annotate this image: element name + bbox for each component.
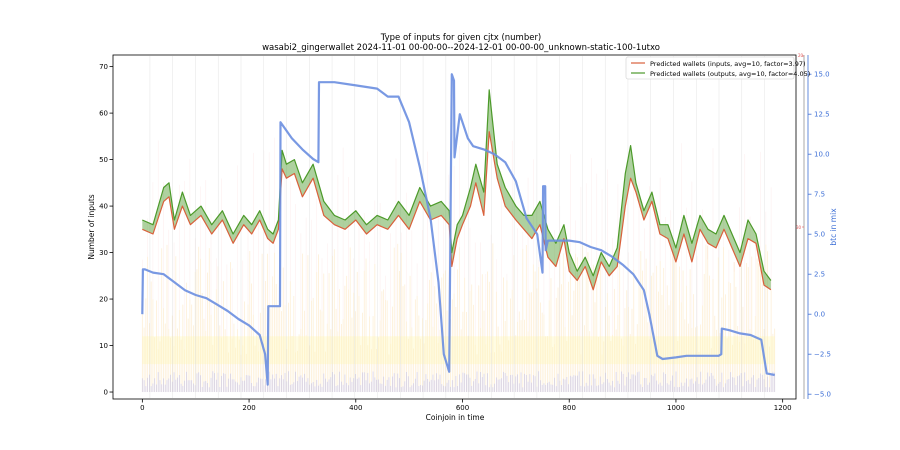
legend-box (625, 56, 795, 80)
third-axis-marker-label: 30 (796, 225, 802, 230)
legend: Predicted wallets (inputs, avg=10, facto… (625, 56, 810, 80)
background-texture (141, 137, 776, 393)
y2-tick-label: 15.0 (814, 71, 830, 79)
y-tick-label: 40 (99, 203, 108, 211)
y-tick-label: 70 (99, 63, 108, 71)
x-tick-label: 1200 (774, 404, 792, 412)
series-layer (141, 73, 775, 386)
series-line-outputs (142, 89, 772, 281)
x-axis-label: Coinjoin in time (426, 413, 485, 422)
series-line-inputs (142, 131, 772, 291)
x-tick-label: 600 (456, 404, 469, 412)
y2-tick-label: 10.0 (814, 151, 830, 159)
x-tick-label: 400 (349, 404, 362, 412)
third-axis-marker-label: 20 (798, 53, 804, 58)
legend-label-outputs: Predicted wallets (outputs, avg=10, fact… (650, 70, 810, 78)
y2-tick-label: 0.0 (814, 311, 825, 319)
y-axis-label: Number of inputs (87, 194, 96, 259)
y-tick-label: 20 (99, 296, 108, 304)
y-tick-label: 30 (99, 249, 108, 257)
y2-tick-label: −2.5 (814, 351, 831, 359)
y-tick-label: 0 (104, 389, 108, 397)
x-tick-label: 0 (140, 404, 144, 412)
y-tick-label: 60 (99, 110, 108, 118)
series-line-btc-in-mix (141, 73, 775, 386)
y2-tick-label: 5.0 (814, 231, 825, 239)
texture-band (142, 336, 775, 365)
x-tick-label: 200 (242, 404, 255, 412)
y2-tick-label: −5.0 (814, 391, 831, 399)
chart-subtitle: wasabi2_gingerwallet 2024-11-01 00-00-00… (262, 43, 660, 53)
y2-axis-label: btc in mix (829, 208, 838, 246)
legend-label-inputs: Predicted wallets (inputs, avg=10, facto… (650, 60, 806, 68)
y-tick-label: 50 (99, 156, 108, 164)
chart-title: Type of inputs for given cjtx (number) (380, 33, 542, 43)
y2-tick-label: 2.5 (814, 271, 825, 279)
plot-frame (112, 54, 797, 400)
y-tick-label: 10 (99, 342, 108, 350)
x-tick-label: 1000 (667, 404, 685, 412)
y2-tick-label: 12.5 (814, 111, 830, 119)
axes: 0 200 400 600 800 1000 1200 0 10 20 30 40 50 60 70 −5.0… (99, 55, 831, 412)
y2-tick-label: 7.5 (814, 191, 825, 199)
x-tick-label: 800 (563, 404, 576, 412)
